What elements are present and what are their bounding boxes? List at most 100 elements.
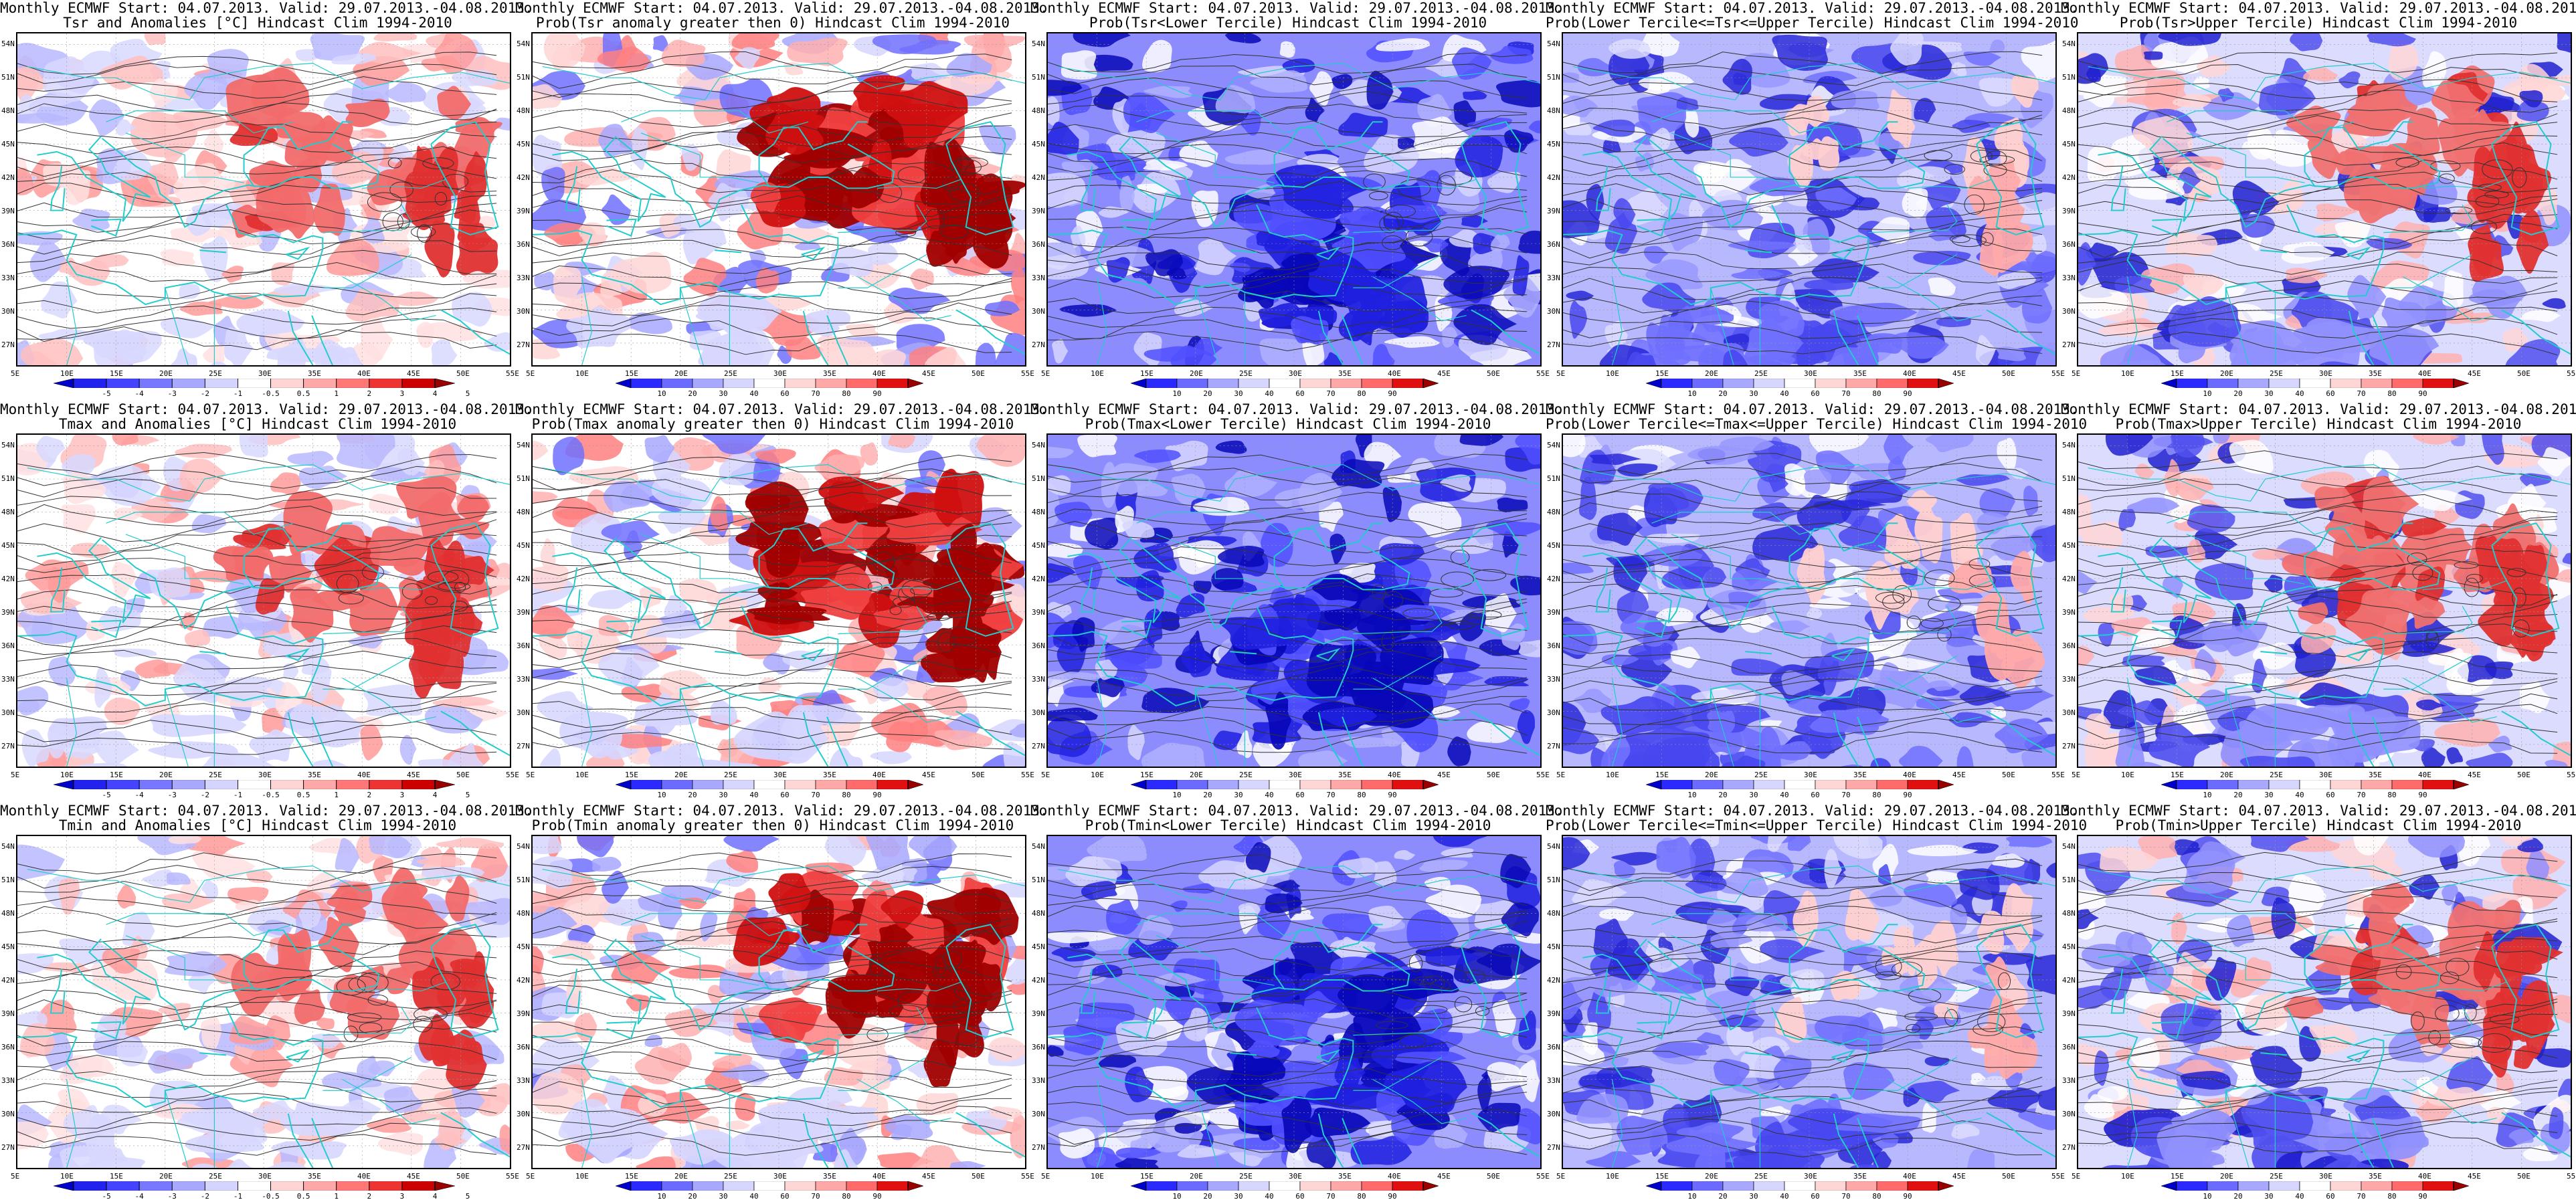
map-panel: Monthly ECMWF Start: 04.07.2013. Valid: … — [1546, 0, 2079, 401]
lon-label: 25E — [1239, 1172, 1253, 1181]
lat-label: 36N — [517, 239, 530, 249]
colorbar-segment — [784, 780, 816, 789]
colorbar-tick-label: 60 — [1811, 791, 1820, 799]
lat-label: 33N — [1, 273, 15, 282]
panel-title-line2: Prob(Lower Tercile<=Tsr<=Upper Tercile) … — [1546, 15, 2079, 31]
colorbar-tick-label: 90 — [1903, 1192, 1912, 1201]
colorbar-segment — [1176, 379, 1208, 388]
colorbar-segment — [2268, 780, 2300, 789]
colorbar-segment — [1876, 379, 1908, 388]
colorbar-tick-label: 10 — [657, 1192, 666, 1201]
lat-label: 36N — [1, 239, 15, 249]
lon-label: 25E — [1239, 369, 1253, 378]
lon-label: 15E — [1655, 771, 1669, 779]
lat-label: 39N — [517, 206, 530, 215]
colorbar-segment — [1207, 780, 1239, 789]
lon-label: 50E — [2517, 1172, 2531, 1181]
lon-label: 35E — [1853, 771, 1867, 779]
colorbar-segment — [1784, 379, 1816, 388]
colorbar-segment — [2207, 379, 2239, 388]
colorbar-segment — [1176, 780, 1208, 789]
lon-label: 15E — [2171, 771, 2184, 779]
lon-label: 40E — [1388, 1172, 1401, 1181]
map-plot-area — [531, 835, 1026, 1169]
lon-label: 50E — [2002, 1172, 2015, 1181]
lat-label: 45N — [517, 942, 530, 951]
colorbar-min-arrow — [2161, 1181, 2177, 1191]
lon-label: 20E — [674, 369, 688, 378]
lon-label: 40E — [2418, 369, 2431, 378]
lat-label: 54N — [517, 39, 530, 48]
colorbar-segment — [1722, 1181, 1754, 1191]
panel-title-line2: Tsr and Anomalies [°C] Hindcast Clim 199… — [63, 15, 452, 31]
lat-label: 51N — [1032, 72, 1045, 82]
lon-label: 5E — [526, 1172, 535, 1181]
lon-label: 10E — [1606, 1172, 1619, 1181]
lon-label: 45E — [1952, 771, 1966, 779]
colorbar — [1131, 379, 1439, 388]
colorbar-tick-label: 20 — [688, 1192, 697, 1201]
colorbar-tick-label: 90 — [1903, 389, 1912, 398]
lon-label: 35E — [823, 771, 836, 779]
map-panel: Monthly ECMWF Start: 04.07.2013. Valid: … — [1546, 401, 2087, 803]
colorbar-segment — [73, 780, 107, 789]
panel-title-line1: Monthly ECMWF Start: 04.07.2013. Valid: … — [515, 803, 1048, 819]
colorbar-tick-label: 20 — [1203, 389, 1212, 398]
lat-label: 33N — [517, 674, 530, 684]
lat-label: 27N — [517, 340, 530, 349]
lat-label: 33N — [1547, 273, 1560, 282]
colorbar-tick-label: 90 — [1388, 1192, 1397, 1201]
colorbar-ticks: 10 20 30 40 60 70 80 90 — [2161, 791, 2469, 800]
coastlines — [1563, 464, 2055, 767]
colorbar-segment — [815, 780, 847, 789]
lon-label: 55E — [506, 369, 519, 378]
lon-label: 15E — [110, 771, 123, 779]
colorbar-max-arrow — [434, 379, 455, 388]
lat-label: 39N — [1032, 206, 1045, 215]
lat-label: 39N — [1547, 206, 1560, 215]
coastlines — [1563, 63, 2055, 365]
colorbar-segment — [2422, 379, 2454, 388]
colorbar-tick-label: 1 — [334, 791, 339, 799]
lat-label: 48N — [517, 507, 530, 516]
lon-label: 55E — [1021, 771, 1034, 779]
contour-lines — [1563, 51, 2043, 355]
coastlines — [1048, 866, 1540, 1168]
colorbar-segment — [2361, 1181, 2393, 1191]
colorbar-min-arrow — [2161, 379, 2177, 388]
colorbar-tick-label: 40 — [1780, 389, 1789, 398]
colorbar-segment — [723, 379, 755, 388]
colorbar-max-arrow — [907, 1181, 923, 1191]
colorbar-segment — [204, 780, 238, 789]
lon-label: 40E — [872, 369, 886, 378]
colorbar — [54, 1181, 455, 1191]
lat-label: 27N — [1547, 1142, 1560, 1152]
lat-label: 54N — [1, 841, 15, 851]
lon-label: 55E — [506, 771, 519, 779]
colorbar-segment — [2207, 780, 2239, 789]
colorbar-segment — [1661, 780, 1693, 789]
lon-label: 50E — [2002, 369, 2015, 378]
map-panel: Monthly ECMWF Start: 04.07.2013. Valid: … — [2061, 803, 2576, 1204]
colorbar-tick-label: 4 — [432, 791, 438, 799]
colorbar-max-arrow — [907, 780, 923, 789]
lon-label: 5E — [526, 369, 535, 378]
lat-label: 39N — [1, 607, 15, 617]
lon-label: 25E — [1754, 771, 1768, 779]
lon-label: 5E — [2072, 369, 2081, 378]
panel-title-line2: Prob(Tmax>Upper Tercile) Hindcast Clim 1… — [2115, 416, 2522, 432]
colorbar-segment — [1815, 379, 1847, 388]
coastlines — [533, 866, 1025, 1168]
colorbar-segment — [1691, 1181, 1724, 1191]
map-panel: Monthly ECMWF Start: 04.07.2013. Valid: … — [0, 803, 533, 1204]
colorbar-tick-label: 60 — [2326, 791, 2335, 799]
lat-label: 51N — [1, 875, 15, 884]
lon-label: 30E — [1804, 369, 1817, 378]
lat-label: 42N — [1547, 173, 1560, 182]
colorbar-segment — [303, 379, 337, 388]
colorbar-tick-label: 3 — [399, 389, 405, 398]
lon-label: 50E — [2517, 369, 2531, 378]
lon-label: 20E — [1190, 369, 1203, 378]
colorbar-tick-label: 2 — [367, 791, 372, 799]
colorbar-segment — [2207, 1181, 2239, 1191]
